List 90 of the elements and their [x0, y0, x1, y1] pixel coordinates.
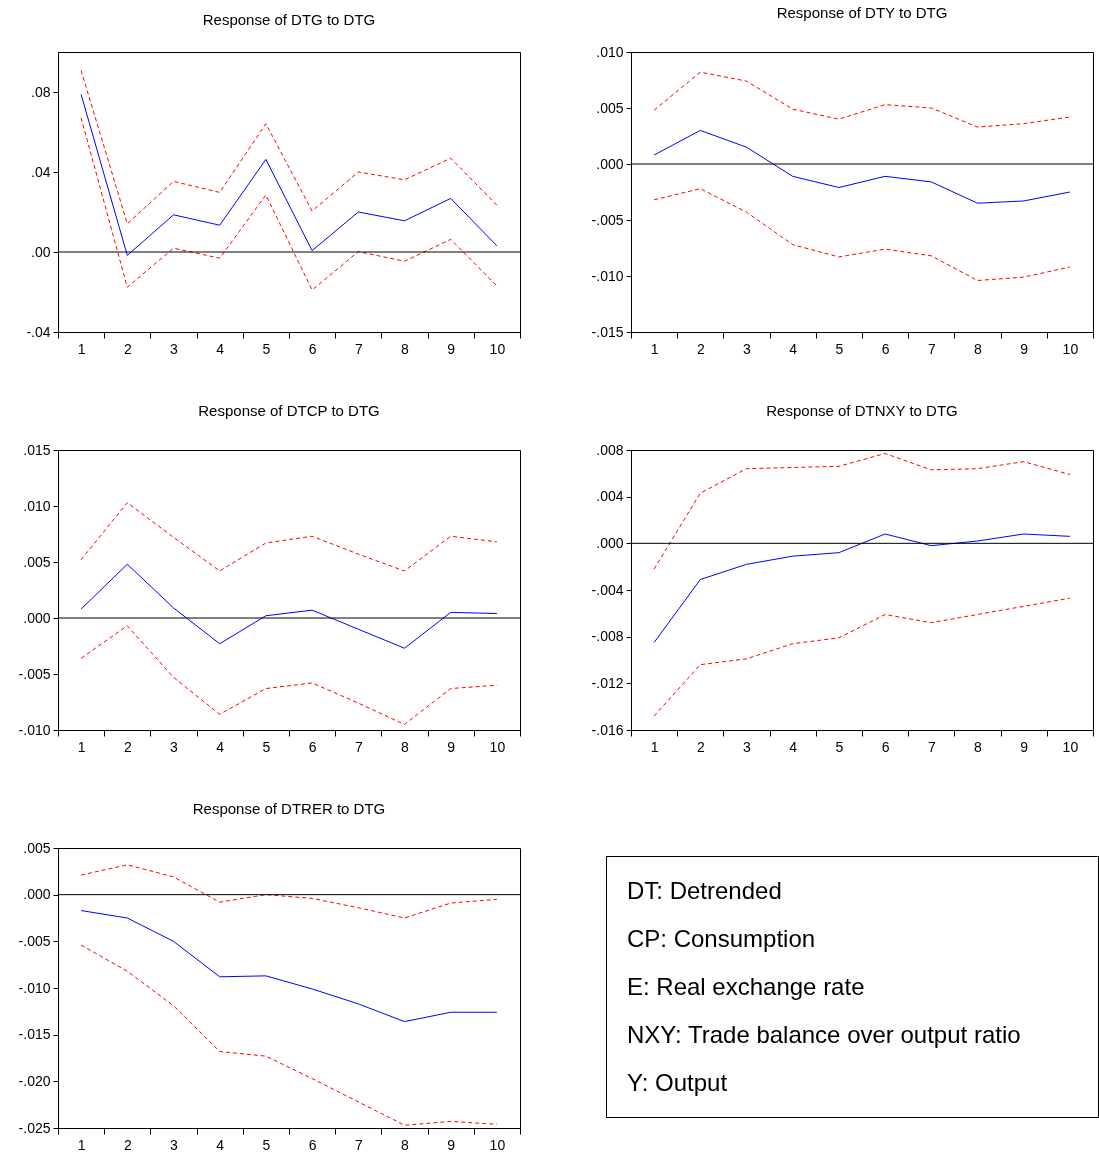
chart-title: Response of DTY to DTG	[776, 4, 948, 21]
x-tick-label: 5	[835, 738, 844, 755]
x-tick-label: 5	[262, 1136, 271, 1153]
x-tick-label: 2	[696, 340, 705, 357]
y-tick-label: -.010	[591, 267, 624, 284]
x-tick-label: 1	[650, 340, 659, 357]
y-tick-label: .000	[596, 534, 624, 551]
text: E: Real exchange rate	[627, 972, 866, 1002]
y-tick-label: -.005	[18, 665, 51, 682]
y-tick-label: -.005	[591, 211, 624, 228]
y-tick-label: -.04	[26, 323, 51, 340]
x-tick-label: 5	[262, 340, 271, 357]
x-tick-label: 2	[123, 340, 132, 357]
y-tick-label: -.012	[591, 674, 624, 691]
x-tick-label: 6	[881, 340, 890, 357]
x-tick-label: 7	[354, 1136, 363, 1153]
text: DT: Detrended	[627, 876, 783, 906]
x-tick-label: 10	[489, 340, 506, 357]
x-tick-label: 3	[170, 738, 179, 755]
x-tick-label: 4	[216, 1136, 225, 1153]
y-tick-label: .000	[23, 886, 51, 903]
y-tick-label: .005	[23, 839, 51, 856]
y-tick-label: .015	[23, 441, 51, 458]
x-tick-label: 7	[354, 738, 363, 755]
x-tick-label: 9	[1020, 738, 1029, 755]
x-tick-label: 10	[489, 738, 506, 755]
y-tick-label: .000	[596, 155, 624, 172]
x-tick-label: 9	[447, 340, 456, 357]
y-tick-label: -.020	[18, 1072, 51, 1089]
y-tick-label: .00	[31, 243, 51, 260]
x-tick-label: 7	[354, 340, 363, 357]
x-tick-label: 4	[789, 738, 798, 755]
text: CP: Consumption	[627, 924, 817, 954]
x-tick-label: 9	[1020, 340, 1029, 357]
x-tick-label: 8	[401, 738, 410, 755]
x-tick-label: 4	[216, 738, 225, 755]
x-tick-label: 10	[1062, 738, 1079, 755]
x-tick-label: 6	[881, 738, 890, 755]
x-tick-label: 4	[216, 340, 225, 357]
chart-title: Response of DTG to DTG	[202, 11, 376, 28]
y-tick-label: -.010	[18, 979, 51, 996]
y-tick-label: .005	[23, 553, 51, 570]
x-tick-label: 3	[170, 1136, 179, 1153]
x-tick-label: 1	[650, 738, 659, 755]
y-tick-label: -.010	[18, 721, 51, 738]
x-tick-label: 10	[1062, 340, 1079, 357]
x-tick-label: 8	[401, 1136, 410, 1153]
x-tick-label: 1	[77, 340, 86, 357]
text: Y: Output	[627, 1068, 729, 1098]
x-tick-label: 2	[123, 738, 132, 755]
text: NXY: Trade balance over output ratio	[627, 1020, 1022, 1050]
x-tick-label: 1	[77, 738, 86, 755]
y-tick-label: .010	[23, 497, 51, 514]
x-tick-label: 2	[696, 738, 705, 755]
x-tick-label: 4	[789, 340, 798, 357]
y-tick-label: -.025	[18, 1119, 51, 1136]
x-tick-label: 5	[262, 738, 271, 755]
chart-title: Response of DTRER to DTG	[192, 800, 386, 817]
x-tick-label: 3	[743, 340, 752, 357]
x-tick-label: 10	[489, 1136, 506, 1153]
y-tick-label: -.004	[591, 581, 624, 598]
x-tick-label: 9	[447, 1136, 456, 1153]
y-tick-label: .08	[31, 83, 51, 100]
x-tick-label: 6	[308, 340, 317, 357]
y-tick-label: -.016	[591, 721, 624, 738]
x-tick-label: 8	[974, 340, 983, 357]
y-tick-label: .004	[596, 488, 624, 505]
x-tick-label: 3	[743, 738, 752, 755]
x-tick-label: 7	[927, 340, 936, 357]
y-tick-label: .005	[596, 99, 624, 116]
y-tick-label: .000	[23, 609, 51, 626]
y-tick-label: -.015	[18, 1026, 51, 1043]
y-tick-label: -.005	[18, 932, 51, 949]
chart-title: Response of DTNXY to DTG	[766, 402, 958, 419]
x-tick-label: 9	[447, 738, 456, 755]
x-tick-label: 5	[835, 340, 844, 357]
x-tick-label: 1	[77, 1136, 86, 1153]
y-tick-label: .008	[596, 441, 624, 458]
x-tick-label: 8	[974, 738, 983, 755]
x-tick-label: 2	[123, 1136, 132, 1153]
chart-title: Response of DTCP to DTG	[198, 402, 380, 419]
x-tick-label: 8	[401, 340, 410, 357]
y-tick-label: .010	[596, 43, 624, 60]
x-tick-label: 3	[170, 340, 179, 357]
y-tick-label: -.015	[591, 323, 624, 340]
x-tick-label: 6	[308, 738, 317, 755]
x-tick-label: 6	[308, 1136, 317, 1153]
y-tick-label: .04	[31, 163, 51, 180]
y-tick-label: -.008	[591, 628, 624, 645]
x-tick-label: 7	[927, 738, 936, 755]
